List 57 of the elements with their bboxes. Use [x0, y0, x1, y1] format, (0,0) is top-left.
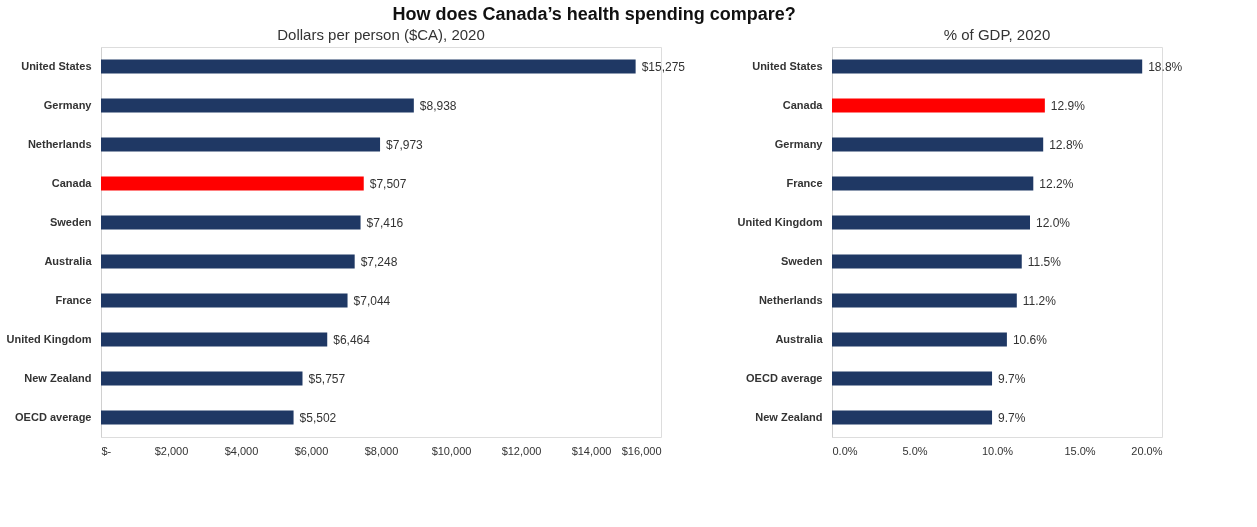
y-tick-label: Australia [775, 332, 824, 345]
y-tick-label: Sweden [780, 254, 823, 267]
x-tick-label: 10.0% [981, 444, 1014, 457]
y-tick-label: France [786, 176, 823, 189]
x-tick-label: 15.0% [1064, 444, 1096, 457]
x-tick-label: $4,000 [224, 444, 259, 457]
data-label: $5,502 [299, 410, 337, 425]
data-label: 11.5% [1027, 254, 1062, 269]
y-tick-label: OECD average [15, 410, 92, 423]
y-tick-label: OECD average [746, 371, 823, 384]
x-tick-label: 0.0% [832, 444, 858, 457]
y-tick-label: Australia [44, 254, 93, 267]
y-tick-label: United States [752, 59, 823, 72]
data-label: $15,275 [641, 59, 686, 74]
data-label: 12.8% [1049, 137, 1084, 152]
data-label: $7,973 [386, 137, 424, 152]
y-tick-label: Germany [774, 137, 824, 150]
x-tick-label: 5.0% [902, 444, 928, 457]
data-label: $8,938 [419, 98, 457, 113]
x-tick-label: $8,000 [364, 444, 399, 457]
data-label: 12.2% [1039, 176, 1074, 191]
chart-title: How does Canada’s health spending compare? [392, 3, 796, 24]
y-tick-label: France [55, 293, 92, 306]
y-tick-label: New Zealand [24, 371, 92, 384]
y-tick-label: Germany [43, 98, 93, 111]
x-tick-label: $14,000 [571, 444, 612, 457]
data-label: 9.7% [998, 371, 1026, 386]
data-label: $7,507 [369, 176, 407, 191]
data-label: $7,416 [366, 215, 404, 230]
y-tick-label: New Zealand [755, 410, 823, 423]
data-label: 12.0% [1036, 215, 1071, 230]
y-tick-label: Canada [51, 176, 93, 189]
data-label: 18.8% [1148, 59, 1183, 74]
y-tick-label: Netherlands [758, 293, 823, 306]
data-label: $6,464 [333, 332, 371, 347]
chart-title: % of GDP, 2020 [943, 26, 1051, 43]
data-label: 10.6% [1012, 332, 1048, 347]
data-label: 12.9% [1050, 98, 1086, 113]
data-label: 9.7% [998, 410, 1026, 425]
y-tick-label: United States [21, 59, 92, 72]
x-tick-label: $- [101, 444, 112, 457]
x-tick-label: $2,000 [154, 444, 189, 457]
x-tick-label: $12,000 [501, 444, 542, 457]
y-tick-label: United Kingdom [6, 332, 92, 345]
x-tick-label: 20.0% [1131, 444, 1163, 457]
chart-subtitle: Dollars per person ($CA), 2020 [277, 26, 485, 43]
data-label: $7,044 [353, 293, 391, 308]
x-tick-label: $10,000 [431, 444, 472, 457]
data-label: $5,757 [308, 371, 346, 386]
y-tick-label: United Kingdom [737, 215, 823, 228]
x-tick-label: $6,000 [294, 444, 329, 457]
data-label: 11.2% [1022, 293, 1057, 308]
x-tick-label: $16,000 [621, 444, 662, 457]
data-label: $7,248 [360, 254, 398, 269]
y-tick-label: Canada [782, 98, 824, 111]
y-tick-label: Netherlands [27, 137, 92, 150]
y-tick-label: Sweden [49, 215, 92, 228]
